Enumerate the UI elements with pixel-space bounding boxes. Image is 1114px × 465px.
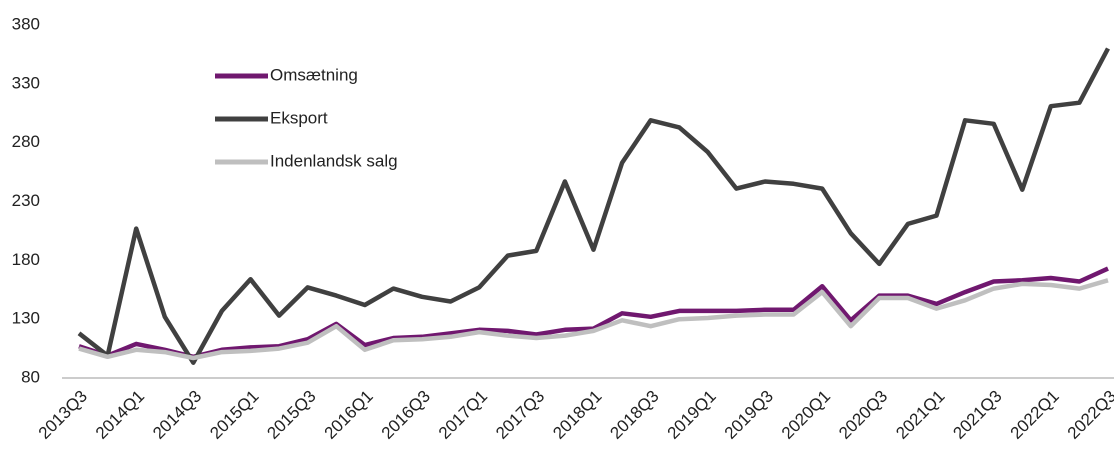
x-tick-label: 2016Q3 [378, 387, 434, 443]
legend-label: Eksport [270, 108, 328, 127]
x-tick-label: 2017Q1 [435, 387, 491, 443]
x-tick-label: 2021Q1 [892, 387, 948, 443]
y-tick-label: 330 [12, 73, 40, 92]
x-tick-label: 2021Q3 [949, 387, 1005, 443]
x-tick-label: 2020Q1 [778, 387, 834, 443]
series-line [77, 47, 1110, 365]
y-tick-label: 80 [21, 367, 40, 386]
y-tick-label: 130 [12, 309, 40, 328]
x-tick-label: 2019Q1 [664, 387, 720, 443]
y-tick-label: 280 [12, 132, 40, 151]
series-line [78, 266, 1109, 360]
x-tick-label: 2016Q1 [321, 387, 377, 443]
y-tick-label: 180 [12, 250, 40, 269]
x-tick-label: 2014Q3 [149, 387, 205, 443]
legend-label: Omsætning [270, 65, 358, 84]
x-tick-label: 2015Q3 [263, 387, 319, 443]
x-tick-label: 2013Q3 [35, 387, 91, 443]
y-tick-label: 230 [12, 191, 40, 210]
x-tick-label: 2018Q3 [606, 387, 662, 443]
x-tick-label: 2014Q1 [92, 387, 148, 443]
x-tick-label: 2020Q3 [835, 387, 891, 443]
x-tick-label: 2018Q1 [549, 387, 605, 443]
x-tick-label: 2015Q1 [206, 387, 262, 443]
y-tick-label: 380 [12, 14, 40, 33]
legend-label: Indenlandsk salg [270, 151, 398, 170]
x-tick-label: 2022Q3 [1064, 387, 1114, 443]
x-tick-label: 2019Q3 [721, 387, 777, 443]
x-tick-label: 2017Q3 [492, 387, 548, 443]
series-line [78, 278, 1109, 361]
x-tick-label: 2022Q1 [1007, 387, 1063, 443]
